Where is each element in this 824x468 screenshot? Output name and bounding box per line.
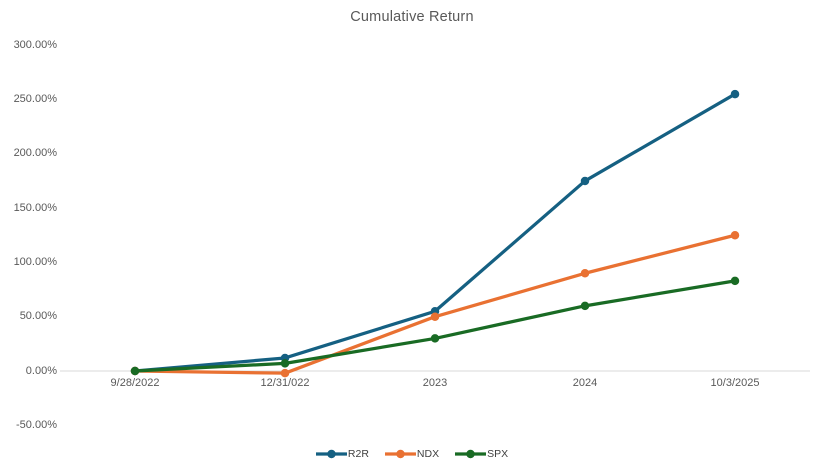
y-tick-label: 200.00%	[13, 147, 57, 160]
legend: R2R NDX SPX	[0, 448, 824, 460]
x-tick-label: 10/3/2025	[710, 377, 760, 389]
data-point-ndx	[730, 231, 740, 240]
data-point-ndx	[580, 269, 590, 278]
x-tick-label: 2024	[572, 377, 598, 389]
series-line-ndx	[133, 233, 737, 375]
line-marker-icon	[455, 449, 487, 459]
y-tick-label: -50.00%	[16, 418, 57, 431]
y-tick-label: 100.00%	[13, 255, 57, 268]
line-marker-icon	[384, 449, 416, 459]
y-tick-label: 0.00%	[25, 364, 57, 377]
legend-item-r2r: R2R	[315, 448, 369, 460]
x-tick-label: 12/31/022	[260, 377, 310, 389]
data-point-r2r	[730, 89, 740, 99]
data-point-spx	[430, 334, 440, 343]
x-tick-label: 2023	[422, 377, 448, 389]
line-marker-icon	[315, 449, 347, 459]
legend-label: NDX	[416, 448, 440, 460]
x-tick-label: 9/28/2022	[110, 377, 160, 389]
legend-item-ndx: NDX	[384, 448, 440, 460]
data-point-spx	[580, 301, 590, 311]
data-point-spx	[730, 276, 740, 286]
y-tick-label: 150.00%	[13, 201, 57, 214]
chart-title: Cumulative Return	[350, 9, 474, 25]
data-point-r2r	[580, 176, 590, 186]
legend-label: R2R	[347, 448, 369, 460]
legend-item-spx: SPX	[455, 448, 508, 460]
data-point-ndx	[430, 312, 440, 321]
y-tick-label: 50.00%	[19, 310, 57, 323]
y-tick-label: 300.00%	[13, 38, 57, 51]
data-point-spx	[130, 366, 140, 376]
data-point-ndx	[280, 368, 290, 378]
series-line-spx	[133, 279, 737, 373]
legend-label: SPX	[487, 448, 509, 460]
series-line-r2r	[133, 92, 737, 373]
y-tick-label: 250.00%	[13, 93, 57, 105]
data-point-spx	[280, 359, 290, 368]
